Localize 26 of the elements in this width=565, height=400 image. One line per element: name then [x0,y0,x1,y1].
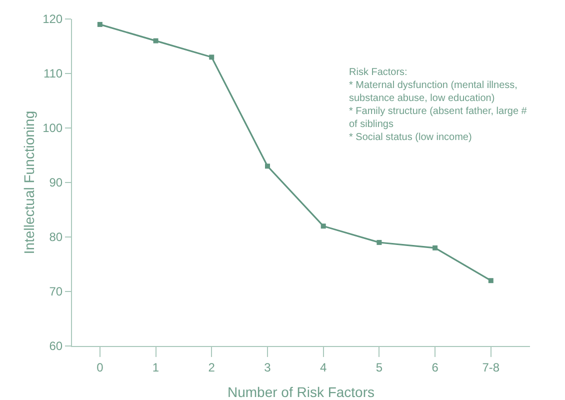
x-axis-title: Number of Risk Factors [227,384,375,400]
x-tick-label: 1 [152,360,160,374]
point [209,54,214,60]
y-tick-label: 120 [42,12,63,26]
point [97,22,102,27]
point [432,245,438,250]
point [376,240,382,245]
y-tick-label: 100 [42,121,63,136]
y-tick-label: 60 [49,339,63,354]
y-tick-label: 80 [49,230,63,244]
y-tick-label: 90 [49,176,63,190]
x-tick-label: 4 [320,360,327,374]
point [488,278,494,284]
x-tick-label: 7-8 [482,360,500,374]
y-axis-title: Intellectual Functioning [21,110,37,254]
x-tick-label: 6 [432,360,439,374]
y-tick-label: 70 [49,284,63,299]
annotation: Risk Factors: * Maternal dysfunction (mental illness, substance abuse, low education) * Family structure (absent father, large # of siblings * Social status (low income) [349,67,528,143]
x-tick-label: 5 [376,360,383,374]
point [320,224,326,229]
point [264,164,270,169]
x-tick-label: 2 [208,360,216,374]
x-tick-label: 3 [264,360,272,374]
y-tick-label: 110 [43,66,63,81]
point [153,38,158,44]
x-tick-label: 0 [96,360,104,374]
